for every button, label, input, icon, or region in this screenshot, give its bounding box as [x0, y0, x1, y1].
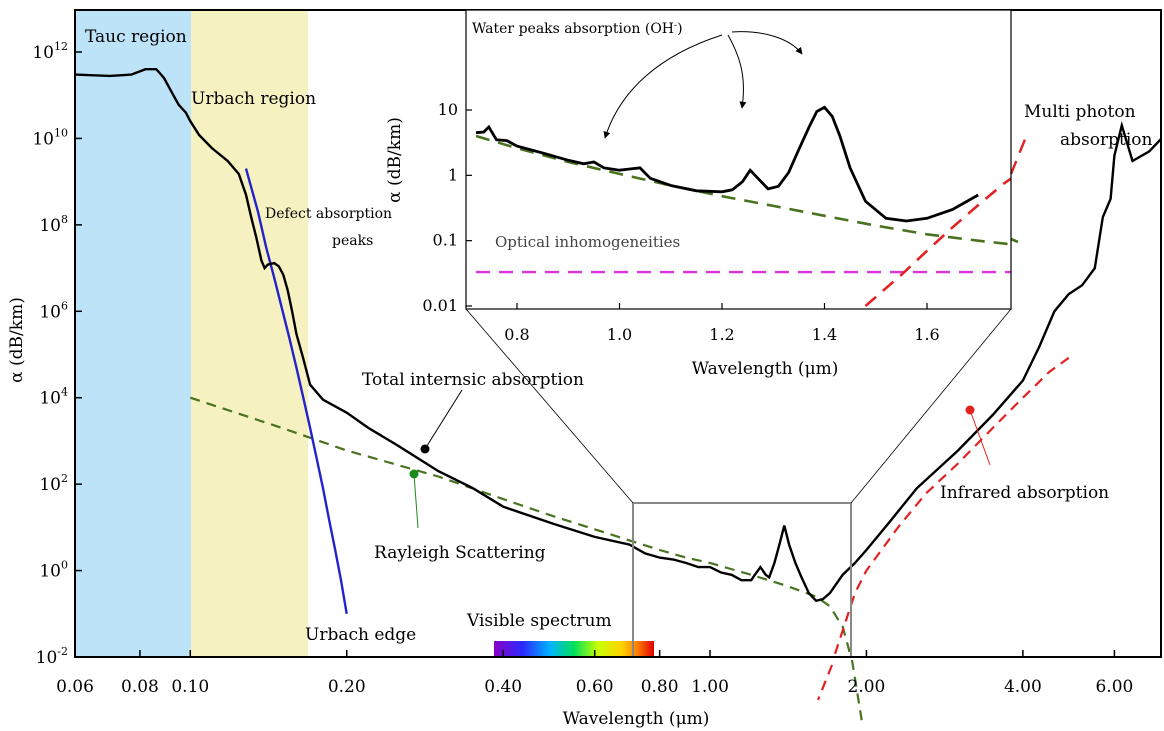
main-x-ticks: 0.06 0.08 0.10 0.20 0.40 0.60 0.80 1.00 2.00 4.00… — [56, 650, 1133, 697]
inset-rayleigh-line — [475, 134, 1011, 246]
main-x-axis-title: Wavelength (μm) — [563, 709, 710, 729]
total-leader — [424, 389, 463, 450]
main-y-tick-label: 1010 — [32, 126, 68, 149]
urbach-edge-label: Urbach edge — [305, 625, 416, 645]
inset-y-tick-label: 0.01 — [422, 296, 458, 315]
inset-plot-frame — [465, 9, 1012, 310]
inset-x-axis-title: Wavelength (μm) — [692, 359, 839, 379]
main-y-tick-label: 10-2 — [36, 645, 68, 668]
main-y-tick-label: 108 — [39, 213, 68, 236]
inset-background — [466, 10, 1011, 309]
main-x-tick-label: 0.80 — [641, 677, 679, 697]
main-x-tick-label: 0.06 — [56, 677, 94, 697]
inset-y-tick-label: 0.1 — [433, 231, 458, 250]
main-y-axis-title: α (dB/km) — [7, 297, 27, 383]
inset-y-ticks: 0.01 0.1 1 10 — [422, 100, 472, 315]
defect-label-line1: Defect absorption — [265, 206, 392, 222]
infrared-label: Infrared absorption — [940, 483, 1109, 503]
infrared-absorption-line — [832, 353, 1074, 657]
inset-y-tick-label: 10 — [438, 100, 458, 119]
inset-x-tick-label: 0.8 — [504, 325, 529, 344]
visible-spectrum-label: Visible spectrum — [466, 611, 612, 631]
water-arrow-3 — [731, 31, 803, 55]
tauc-region-band — [75, 10, 191, 657]
rayleigh-leader — [413, 473, 419, 529]
inset-water-peaks-label: Water peaks absorption (OH-) — [472, 21, 683, 37]
main-y-ticks: 10-2 100 102 104 106 108 1010 1012 — [32, 40, 82, 668]
zoom-connector-right — [850, 308, 1012, 504]
tauc-region-label: Tauc region — [85, 27, 187, 47]
main-y-tick-label: 1012 — [32, 40, 68, 63]
multi-photon-label-line1: Multi photon — [1024, 102, 1136, 122]
multi-photon-label-line2: absorption — [1060, 130, 1152, 150]
inset-x-tick-label: 1.4 — [812, 325, 837, 344]
inset-infrared-ext — [1009, 131, 1030, 175]
defect-label-line2: peaks — [332, 233, 373, 249]
rayleigh-label: Rayleigh Scattering — [374, 543, 546, 563]
total-absorption-label: Total internsic absorption — [362, 370, 584, 390]
zoom-connector-left — [465, 308, 634, 504]
inset-x-tick-label: 1.0 — [607, 325, 632, 344]
rayleigh-tail — [850, 659, 864, 723]
water-arrow-2 — [727, 34, 747, 109]
main-x-tick-label: 2.00 — [848, 677, 886, 697]
rayleigh-scattering-line — [189, 396, 852, 657]
inset-rayleigh-ext — [1010, 237, 1019, 244]
infrared-leader — [969, 409, 991, 466]
inset-optical-label: Optical inhomogeneities — [495, 233, 680, 251]
inset-total-absorption-line — [475, 105, 979, 223]
main-x-tick-label: 6.00 — [1095, 677, 1133, 697]
main-x-tick-label: 0.20 — [328, 677, 366, 697]
inset-x-tick-label: 1.6 — [914, 325, 939, 344]
main-y-tick-label: 106 — [39, 299, 68, 322]
inset-y-tick-label: 1 — [448, 165, 458, 184]
urbach-region-label: Urbach region — [191, 89, 316, 109]
inset-infrared-line — [864, 177, 1011, 307]
main-x-tick-label: 0.40 — [484, 677, 522, 697]
main-x-tick-label: 4.00 — [1004, 677, 1042, 697]
urbach-edge-line — [244, 168, 348, 615]
main-y-tick-label: 104 — [39, 386, 68, 409]
total-intrinsic-absorption-line — [75, 68, 1161, 603]
main-y-tick-label: 100 — [39, 559, 68, 582]
main-x-tick-label: 0.10 — [171, 677, 209, 697]
visible-spectrum-bar — [494, 641, 654, 657]
infrared-tail-bottom — [816, 664, 834, 701]
inset-y-axis-title: α (dB/km) — [385, 117, 405, 203]
water-arrow-1 — [603, 34, 723, 139]
main-y-tick-label: 102 — [39, 472, 68, 495]
main-x-tick-label: 0.60 — [576, 677, 614, 697]
main-x-tick-label: 0.08 — [121, 677, 159, 697]
main-x-tick-label: 1.00 — [691, 677, 729, 697]
inset-x-tick-label: 1.2 — [709, 325, 734, 344]
inset-x-ticks: 0.8 1.0 1.2 1.4 1.6 — [504, 303, 940, 344]
